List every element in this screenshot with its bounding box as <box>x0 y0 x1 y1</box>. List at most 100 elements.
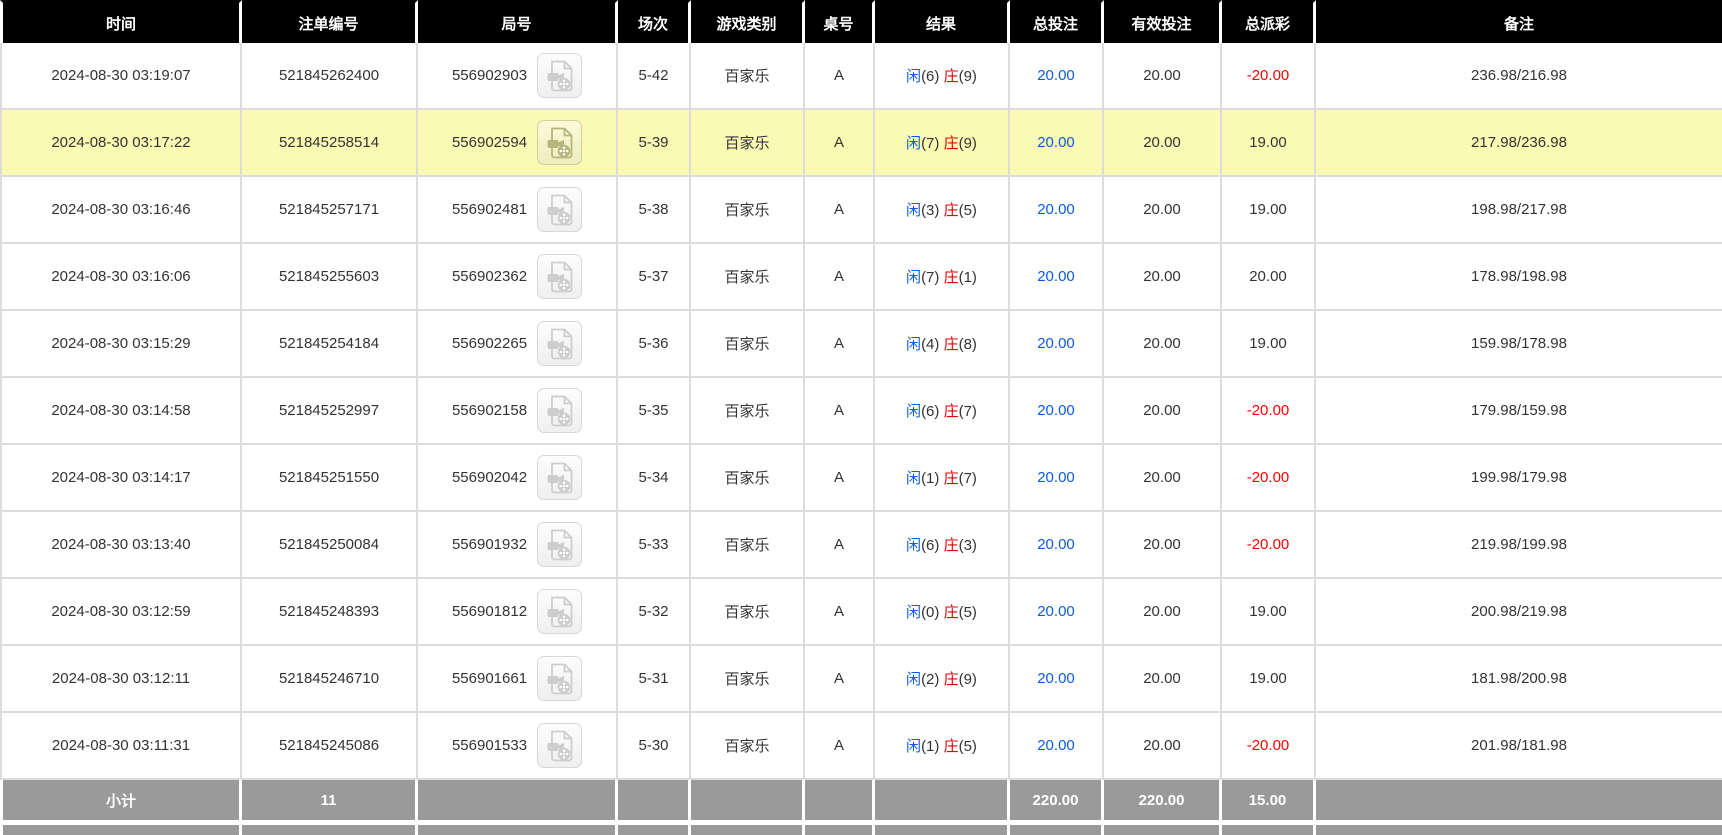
cell-game-type: 百家乐 <box>691 646 805 713</box>
video-replay-button[interactable] <box>537 455 583 500</box>
total-bet-link[interactable]: 20.00 <box>1037 670 1075 687</box>
cell-remark: 181.98/200.98 <box>1316 646 1722 713</box>
result-banker-label: 庄 <box>943 269 959 286</box>
cell-total-bet: 20.00 <box>1010 110 1104 177</box>
col-header-remark: 备注 <box>1316 0 1722 43</box>
total-bet-link[interactable]: 20.00 <box>1037 335 1075 352</box>
round-number: 556902594 <box>451 134 528 151</box>
col-header-time: 时间 <box>0 0 242 43</box>
cell-valid-bet: 20.00 <box>1104 646 1222 713</box>
cell-total-bet: 20.00 <box>1010 646 1104 713</box>
cell-bet-id: 521845252997 <box>242 378 418 445</box>
cell-round: 556901533 <box>418 713 618 780</box>
cell-game-type: 百家乐 <box>691 579 805 646</box>
video-replay-button[interactable] <box>537 522 583 567</box>
video-file-icon <box>547 663 572 694</box>
cell-total-payout: 19.00 <box>1222 311 1316 378</box>
cell-round: 556901932 <box>418 512 618 579</box>
col-header-total-payout: 总派彩 <box>1222 0 1316 43</box>
video-file-icon <box>547 127 572 158</box>
cell-table-no: A <box>805 177 875 244</box>
cell-bet-id: 521845262400 <box>242 43 418 110</box>
round-number: 556901932 <box>451 536 528 553</box>
cell-remark: 199.98/179.98 <box>1316 445 1722 512</box>
cell-time: 2024-08-30 03:11:31 <box>0 713 242 780</box>
bet-record-row[interactable]: 2024-08-30 03:14:58 521845252997 5569021… <box>0 378 1722 445</box>
cell-time: 2024-08-30 03:12:11 <box>0 646 242 713</box>
total-bet-link[interactable]: 20.00 <box>1037 67 1075 84</box>
video-replay-button[interactable] <box>537 589 583 634</box>
subtotal-label: 小计 <box>0 780 242 825</box>
bet-record-row[interactable]: 2024-08-30 03:16:06 521845255603 5569023… <box>0 244 1722 311</box>
cell-table-no: A <box>805 646 875 713</box>
cell-total-payout: -20.00 <box>1222 713 1316 780</box>
cell-result: 闲(4) 庄(8) <box>875 311 1010 378</box>
bet-record-row[interactable]: 2024-08-30 03:14:17 521845251550 5569020… <box>0 445 1722 512</box>
cell-result: 闲(3) 庄(5) <box>875 177 1010 244</box>
cell-bet-id: 521845258514 <box>242 110 418 177</box>
result-banker-label: 庄 <box>943 68 959 85</box>
result-banker-label: 庄 <box>943 537 959 554</box>
result-player-label: 闲 <box>906 470 922 487</box>
bet-record-row[interactable]: 2024-08-30 03:16:46 521845257171 5569024… <box>0 177 1722 244</box>
cell-session: 5-30 <box>618 713 691 780</box>
video-replay-button[interactable] <box>537 187 583 232</box>
cell-valid-bet: 20.00 <box>1104 713 1222 780</box>
cell-result: 闲(7) 庄(1) <box>875 244 1010 311</box>
total-bet-link[interactable]: 20.00 <box>1037 737 1075 754</box>
video-replay-button[interactable] <box>537 656 583 701</box>
cell-time: 2024-08-30 03:17:22 <box>0 110 242 177</box>
cell-time: 2024-08-30 03:13:40 <box>0 512 242 579</box>
bet-record-row[interactable]: 2024-08-30 03:15:29 521845254184 5569022… <box>0 311 1722 378</box>
grand-total-row-clipped <box>0 825 1722 835</box>
total-bet-link[interactable]: 20.00 <box>1037 134 1075 151</box>
bet-record-row[interactable]: 2024-08-30 03:17:22 521845258514 5569025… <box>0 110 1722 177</box>
total-bet-link[interactable]: 20.00 <box>1037 469 1075 486</box>
cell-remark: 201.98/181.98 <box>1316 713 1722 780</box>
bet-record-row[interactable]: 2024-08-30 03:19:07 521845262400 5569029… <box>0 43 1722 110</box>
round-number: 556901533 <box>451 737 528 754</box>
round-number: 556902265 <box>451 335 528 352</box>
video-replay-button[interactable] <box>537 254 583 299</box>
round-number: 556902042 <box>451 469 528 486</box>
cell-result: 闲(1) 庄(5) <box>875 713 1010 780</box>
bet-record-row[interactable]: 2024-08-30 03:13:40 521845250084 5569019… <box>0 512 1722 579</box>
total-bet-link[interactable]: 20.00 <box>1037 402 1075 419</box>
cell-result: 闲(1) 庄(7) <box>875 445 1010 512</box>
video-file-icon <box>547 730 572 761</box>
video-file-icon <box>547 596 572 627</box>
total-bet-link[interactable]: 20.00 <box>1037 268 1075 285</box>
video-file-icon <box>547 395 572 426</box>
video-replay-button[interactable] <box>537 723 583 768</box>
cell-total-payout: -20.00 <box>1222 445 1316 512</box>
video-replay-button[interactable] <box>537 321 583 366</box>
video-replay-button[interactable] <box>537 120 583 165</box>
cell-session: 5-39 <box>618 110 691 177</box>
cell-time: 2024-08-30 03:14:17 <box>0 445 242 512</box>
cell-session: 5-42 <box>618 43 691 110</box>
cell-total-payout: 20.00 <box>1222 244 1316 311</box>
cell-remark: 219.98/199.98 <box>1316 512 1722 579</box>
total-bet-link[interactable]: 20.00 <box>1037 603 1075 620</box>
cell-valid-bet: 20.00 <box>1104 244 1222 311</box>
cell-total-bet: 20.00 <box>1010 512 1104 579</box>
cell-time: 2024-08-30 03:16:46 <box>0 177 242 244</box>
result-player-label: 闲 <box>906 68 922 85</box>
cell-round: 556902362 <box>418 244 618 311</box>
total-bet-link[interactable]: 20.00 <box>1037 536 1075 553</box>
cell-session: 5-37 <box>618 244 691 311</box>
cell-remark: 179.98/159.98 <box>1316 378 1722 445</box>
cell-result: 闲(0) 庄(5) <box>875 579 1010 646</box>
bet-record-row[interactable]: 2024-08-30 03:12:59 521845248393 5569018… <box>0 579 1722 646</box>
cell-game-type: 百家乐 <box>691 445 805 512</box>
cell-remark: 159.98/178.98 <box>1316 311 1722 378</box>
col-header-game-type: 游戏类别 <box>691 0 805 43</box>
bet-record-row[interactable]: 2024-08-30 03:11:31 521845245086 5569015… <box>0 713 1722 780</box>
bet-record-row[interactable]: 2024-08-30 03:12:11 521845246710 5569016… <box>0 646 1722 713</box>
video-replay-button[interactable] <box>537 388 583 433</box>
video-replay-button[interactable] <box>537 53 583 98</box>
total-bet-link[interactable]: 20.00 <box>1037 201 1075 218</box>
result-banker-label: 庄 <box>943 202 959 219</box>
cell-session: 5-31 <box>618 646 691 713</box>
